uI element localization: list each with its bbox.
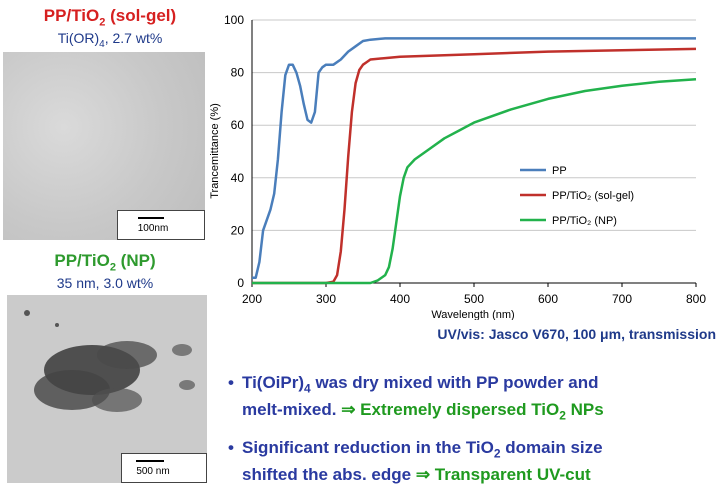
caption-mu: μ bbox=[600, 326, 609, 342]
solgel-scale-label: 100nm bbox=[137, 223, 169, 234]
np-title: PP/TiO2 (NP) bbox=[5, 251, 205, 273]
solgel-subtitle-main: Ti(OR) bbox=[57, 30, 100, 46]
y-tick-label: 0 bbox=[237, 276, 244, 290]
legend-label: PP bbox=[552, 165, 567, 177]
bullet-marker-1: • bbox=[228, 373, 234, 392]
chart-axes bbox=[251, 20, 697, 287]
x-tick-label: 500 bbox=[464, 292, 484, 306]
bullet-2-line-1: Significant reduction in the TiO2 domain… bbox=[242, 437, 718, 464]
y-tick-label: 80 bbox=[231, 66, 245, 80]
np-title-tail: (NP) bbox=[115, 251, 156, 270]
bullet-1-text-a: Ti(OiPr) bbox=[242, 373, 305, 392]
y-tick-label: 20 bbox=[231, 223, 245, 237]
bullet-1-sub: 4 bbox=[304, 381, 311, 396]
solgel-subtitle-subscript: 4 bbox=[99, 38, 105, 50]
np-subtitle: 35 nm, 3.0 wt% bbox=[56, 275, 154, 291]
np-tem-image: 500 nm bbox=[7, 295, 207, 483]
y-tick-label: 100 bbox=[224, 13, 244, 27]
np-scale-label: 500 nm bbox=[136, 466, 170, 477]
np-title-main: PP/TiO bbox=[54, 251, 110, 270]
np-scale-bar bbox=[136, 460, 164, 462]
bullet-marker-2: • bbox=[228, 437, 234, 457]
legend-label: PP/TiO₂ (NP) bbox=[552, 215, 617, 227]
solgel-subtitle-tail: , 2.7 wt% bbox=[104, 30, 163, 46]
bullet-1-text-b: was dry mixed with PP powder and bbox=[310, 373, 599, 392]
series-line-0 bbox=[252, 37, 696, 279]
bullet-item-1: • Ti(OiPr)4 was dry mixed with PP powder… bbox=[228, 372, 718, 427]
bullet-2-line-2: shifted the abs. edge ⇒ Transparent UV-c… bbox=[242, 464, 718, 486]
x-axis-label: Wavelength (nm) bbox=[431, 309, 514, 320]
bullet-1-line2-a: melt-mixed. bbox=[242, 400, 342, 420]
legend-label: PP/TiO₂ (sol-gel) bbox=[552, 190, 634, 202]
bullet-2-sub: 2 bbox=[493, 446, 501, 461]
solgel-title: PP/TiO2 (sol-gel) bbox=[20, 6, 200, 28]
np-title-subscript: 2 bbox=[109, 261, 116, 274]
x-tick-label: 600 bbox=[538, 292, 558, 306]
series-line-1 bbox=[252, 47, 697, 285]
transmittance-chart: 0 20 40 60 80 100 200 300 400 500 600 700 800 Wavel… bbox=[209, 13, 706, 320]
y-tick-label: 60 bbox=[231, 118, 245, 132]
bullet-1-result-tail: NPs bbox=[565, 400, 604, 420]
bullet-2-text-a: Significant reduction in the TiO bbox=[242, 437, 494, 457]
solgel-scale-bar bbox=[138, 217, 164, 219]
bullet-2-text-b: domain size bbox=[500, 437, 603, 457]
y-axis-label: Trancemittance (%) bbox=[209, 103, 221, 199]
caption-prefix: UV/vis: Jasco V670, 100 bbox=[437, 326, 601, 342]
caption-suffix: m, transmission bbox=[608, 326, 716, 342]
bullet-2-result: Transparent UV-cut bbox=[430, 465, 591, 485]
bullet-1-result-sub: 2 bbox=[559, 408, 566, 423]
y-tick-label: 40 bbox=[231, 171, 245, 185]
bullet-list: • Ti(OiPr)4 was dry mixed with PP powder… bbox=[228, 372, 718, 486]
gridlines bbox=[252, 19, 696, 231]
arrow-icon: ⇒ bbox=[415, 465, 431, 485]
x-tick-labels: 200 300 400 500 600 700 800 bbox=[242, 292, 706, 306]
series-lines bbox=[252, 37, 697, 285]
x-tick-label: 800 bbox=[686, 292, 706, 306]
bullet-1-line-2: melt-mixed. ⇒ Extremely dispersed TiO2 N… bbox=[242, 399, 718, 426]
solgel-title-tail: (sol-gel) bbox=[105, 6, 177, 25]
solgel-title-subscript: 2 bbox=[99, 16, 106, 29]
x-tick-label: 400 bbox=[390, 292, 410, 306]
bullet-1-line-1: Ti(OiPr)4 was dry mixed with PP powder a… bbox=[242, 372, 718, 399]
arrow-icon: ⇒ bbox=[341, 400, 356, 420]
series-line-2 bbox=[252, 77, 697, 285]
x-tick-label: 300 bbox=[316, 292, 336, 306]
instrument-caption: UV/vis: Jasco V670, 100 μm, transmission bbox=[386, 326, 716, 342]
bullet-1-result: Extremely dispersed TiO bbox=[355, 400, 560, 420]
solgel-tem-image: 100nm bbox=[3, 52, 205, 240]
x-tick-label: 700 bbox=[612, 292, 632, 306]
x-tick-label: 200 bbox=[242, 292, 262, 306]
np-particle-cluster bbox=[24, 310, 195, 412]
bullet-2-line2-a: shifted the abs. edge bbox=[242, 465, 416, 485]
y-tick-labels: 0 20 40 60 80 100 bbox=[224, 13, 244, 290]
bullet-item-2: • Significant reduction in the TiO2 doma… bbox=[228, 437, 718, 486]
chart-legend: PP PP/TiO₂ (sol-gel) PP/TiO₂ (NP) bbox=[520, 165, 634, 227]
solgel-scale-box: 100nm bbox=[117, 210, 205, 240]
solgel-title-main: PP/TiO bbox=[43, 6, 100, 25]
solgel-subtitle: Ti(OR)4, 2.7 wt% bbox=[20, 30, 200, 50]
np-scale-box: 500 nm bbox=[121, 453, 207, 483]
